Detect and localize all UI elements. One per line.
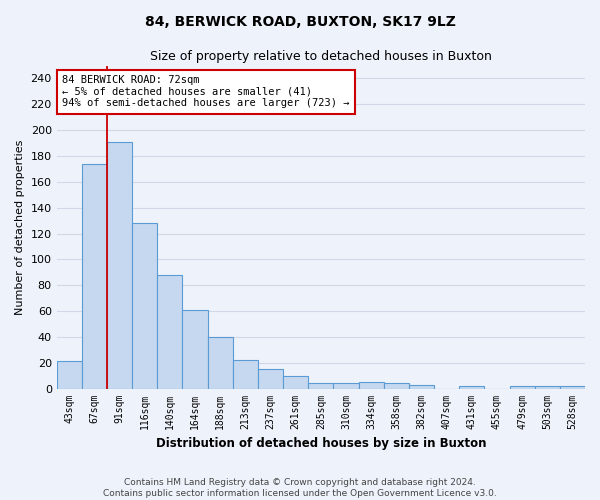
Bar [132, 223, 157, 388]
Bar [409, 384, 434, 388]
Text: 84, BERWICK ROAD, BUXTON, SK17 9LZ: 84, BERWICK ROAD, BUXTON, SK17 9LZ [145, 15, 455, 29]
Bar [334, 384, 359, 388]
Bar [560, 386, 585, 388]
Title: Size of property relative to detached houses in Buxton: Size of property relative to detached ho… [150, 50, 492, 63]
Text: Contains HM Land Registry data © Crown copyright and database right 2024.
Contai: Contains HM Land Registry data © Crown c… [103, 478, 497, 498]
Text: 84 BERWICK ROAD: 72sqm
← 5% of detached houses are smaller (41)
94% of semi-deta: 84 BERWICK ROAD: 72sqm ← 5% of detached … [62, 75, 349, 108]
Bar [535, 386, 560, 388]
Bar [459, 386, 484, 388]
Bar [182, 310, 208, 388]
Bar [208, 337, 233, 388]
Bar [82, 164, 107, 388]
Y-axis label: Number of detached properties: Number of detached properties [15, 140, 25, 314]
Bar [283, 376, 308, 388]
Bar [107, 142, 132, 388]
Bar [509, 386, 535, 388]
Bar [308, 384, 334, 388]
Bar [359, 382, 384, 388]
Bar [233, 360, 258, 388]
Bar [258, 369, 283, 388]
Bar [384, 384, 409, 388]
Bar [157, 275, 182, 388]
Bar [56, 362, 82, 388]
X-axis label: Distribution of detached houses by size in Buxton: Distribution of detached houses by size … [155, 437, 486, 450]
